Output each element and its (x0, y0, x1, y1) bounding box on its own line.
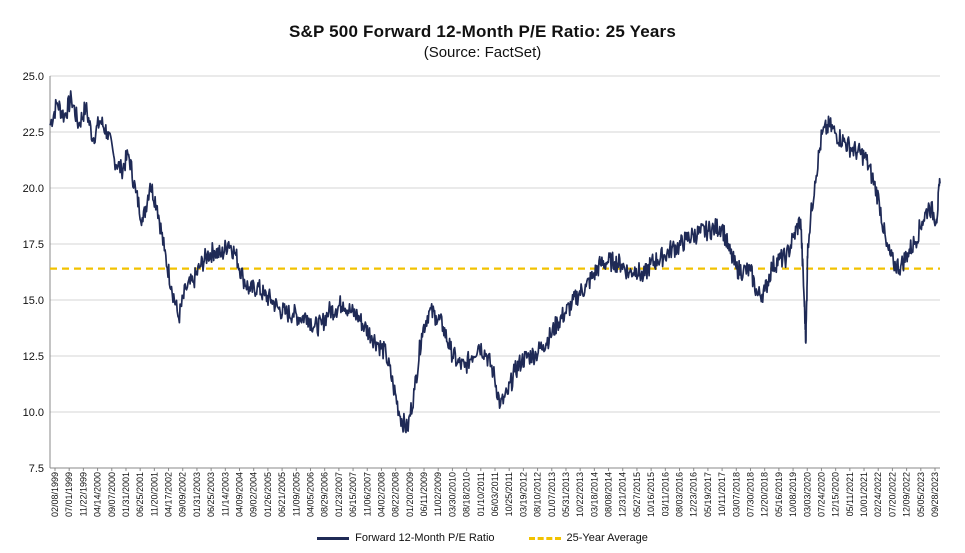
legend-label-average: 25-Year Average (566, 532, 648, 544)
x-tick-label: 06/11/2009 (419, 472, 429, 516)
x-tick-label: 09/02/2004 (249, 472, 259, 517)
x-tick-label: 11/06/2007 (362, 472, 372, 516)
x-tick-label: 04/05/2006 (305, 472, 315, 517)
x-tick-label: 05/27/2015 (632, 472, 642, 517)
x-tick-label: 06/03/2011 (490, 472, 500, 516)
x-tick-label: 06/25/2001 (135, 472, 145, 517)
y-tick-label: 10.0 (23, 407, 44, 419)
x-tick-label: 08/18/2010 (462, 472, 472, 517)
x-tick-label: 03/18/2014 (589, 472, 599, 517)
x-tick-label: 10/22/2013 (575, 472, 585, 517)
x-tick-label: 07/30/2018 (745, 472, 755, 517)
chart-subtitle: (Source: FactSet) (423, 44, 542, 61)
x-tick-label: 07/24/2020 (816, 472, 826, 517)
x-tick-label: 05/16/2019 (774, 472, 784, 517)
x-tick-label: 07/01/1999 (64, 472, 74, 517)
x-tick-label: 04/17/2002 (164, 472, 174, 517)
y-tick-label: 22.5 (23, 127, 44, 139)
y-tick-label: 15.0 (23, 295, 44, 307)
x-tick-label: 09/28/2023 (930, 472, 940, 517)
pe-series-line (49, 90, 941, 434)
legend-item-average: 25-Year Average (528, 532, 648, 544)
x-tick-label: 12/31/2014 (618, 472, 628, 517)
x-tick-label: 04/02/2008 (376, 472, 386, 517)
x-tick-label: 01/23/2007 (334, 472, 344, 517)
x-tick-label: 10/16/2015 (646, 472, 656, 517)
x-tick-label: 06/25/2003 (206, 472, 216, 517)
x-tick-label: 05/19/2017 (703, 472, 713, 517)
y-tick-label: 17.5 (23, 239, 44, 251)
legend-swatch-average (528, 536, 561, 540)
y-tick-label: 12.5 (23, 351, 44, 363)
x-tick-label: 12/23/2016 (689, 472, 699, 517)
x-tick-label: 01/20/2009 (405, 472, 415, 517)
x-tick-label: 09/09/2002 (178, 472, 188, 517)
x-tick-label: 08/10/2012 (533, 472, 543, 517)
x-tick-label: 10/01/2021 (859, 472, 869, 517)
x-tick-label: 01/26/2005 (263, 472, 273, 517)
x-tick-label: 04/14/2000 (93, 472, 103, 517)
y-tick-label: 20.0 (23, 183, 44, 195)
x-tick-label: 08/22/2008 (391, 472, 401, 517)
x-tick-label: 10/08/2019 (788, 472, 798, 517)
legend-label-pe: Forward 12-Month P/E Ratio (355, 532, 495, 544)
x-tick-label: 03/11/2016 (660, 472, 670, 516)
x-tick-label: 10/11/2017 (717, 472, 727, 516)
x-tick-label: 01/31/2003 (192, 472, 202, 517)
x-tick-label: 01/07/2013 (547, 472, 557, 517)
x-tick-label: 09/07/2000 (107, 472, 117, 517)
x-tick-label: 07/20/2022 (887, 472, 897, 517)
x-tick-label: 01/10/2011 (476, 472, 486, 516)
x-tick-label: 03/19/2012 (518, 472, 528, 517)
x-tick-label: 01/31/2001 (121, 472, 131, 517)
x-tick-label: 12/20/2018 (760, 472, 770, 517)
chart-title: S&P 500 Forward 12-Month P/E Ratio: 25 Y… (288, 22, 677, 41)
x-tick-label: 05/11/2021 (845, 472, 855, 516)
x-tick-label: 11/14/2003 (220, 472, 230, 516)
legend-swatch-pe (317, 536, 350, 540)
x-tick-label: 08/03/2016 (675, 472, 685, 517)
legend: Forward 12-Month P/E Ratio 25-Year Avera… (0, 532, 965, 544)
x-tick-label: 05/05/2023 (916, 472, 926, 517)
x-tick-label: 03/30/2010 (447, 472, 457, 517)
x-tick-label: 11/09/2005 (291, 472, 301, 516)
x-tick-label: 11/20/2001 (149, 472, 159, 516)
legend-item-pe: Forward 12-Month P/E Ratio (317, 532, 495, 544)
x-tick-label: 02/08/1999 (50, 472, 60, 517)
x-tick-label: 03/07/2018 (731, 472, 741, 517)
x-tick-label: 10/25/2011 (504, 472, 514, 516)
x-tick-label: 08/29/2006 (320, 472, 330, 517)
x-tick-label: 03/03/2020 (802, 472, 812, 517)
x-tick-label: 12/09/2022 (902, 472, 912, 517)
y-tick-label: 25.0 (23, 71, 44, 83)
x-tick-label: 04/09/2004 (235, 472, 245, 517)
x-tick-label: 08/08/2014 (604, 472, 614, 517)
y-tick-label: 7.5 (29, 463, 44, 475)
x-tick-label: 05/31/2013 (561, 472, 571, 517)
x-tick-label: 11/02/2009 (433, 472, 443, 516)
x-tick-label: 06/21/2005 (277, 472, 287, 517)
x-tick-label: 12/15/2020 (831, 472, 841, 517)
x-tick-label: 11/22/1999 (78, 472, 88, 516)
x-tick-label: 06/15/2007 (348, 472, 358, 517)
x-tick-label: 02/24/2022 (873, 472, 883, 517)
